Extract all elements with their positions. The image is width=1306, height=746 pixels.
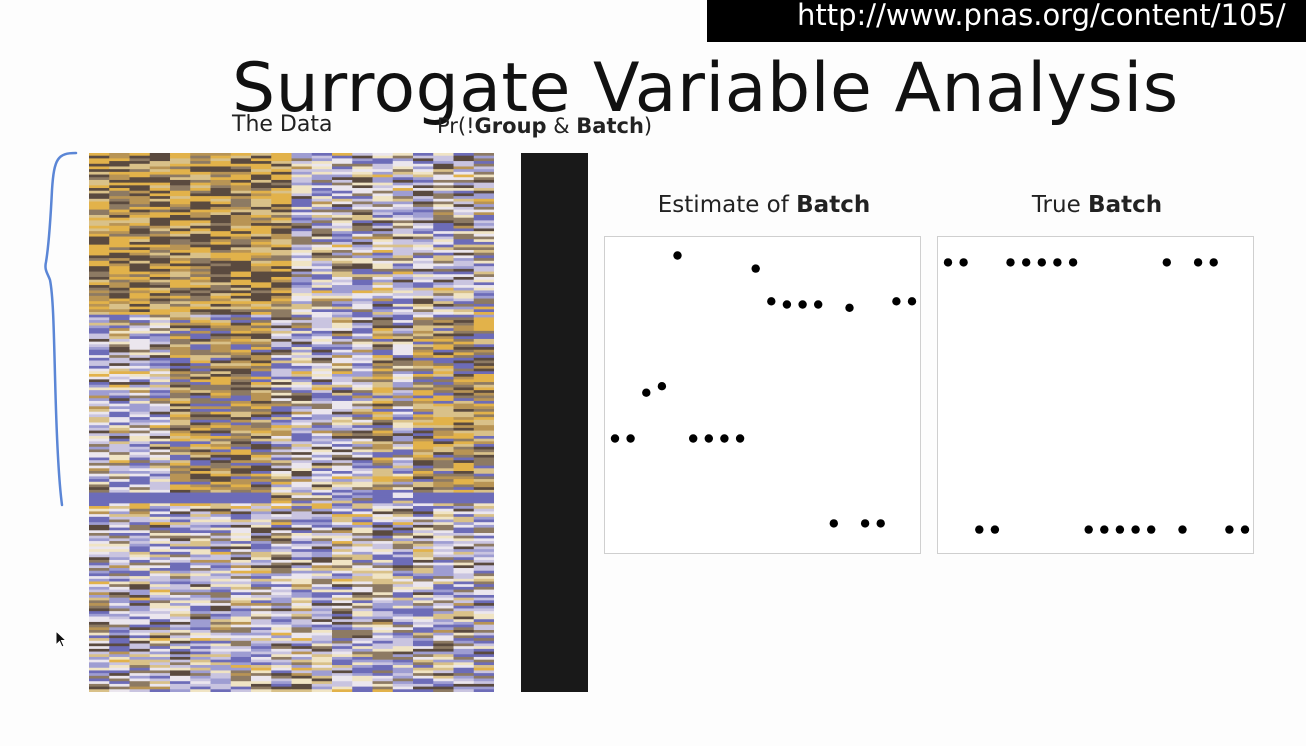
- estimate-title-bold: Batch: [796, 192, 871, 218]
- true-batch-point: [1131, 525, 1140, 534]
- true-batch-point: [1209, 258, 1218, 267]
- estimate-batch-point: [657, 382, 667, 391]
- true-batch-svg: [943, 258, 1250, 534]
- true-batch-point: [1240, 525, 1250, 534]
- mouse-pointer-icon: [55, 630, 68, 648]
- true-batch-point: [1084, 525, 1093, 534]
- pr-amp: &: [546, 114, 577, 138]
- true-batch-plot: [937, 236, 1254, 554]
- expression-heatmap: [89, 153, 494, 692]
- true-batch-point: [975, 525, 984, 534]
- pr-suffix: ): [643, 114, 653, 138]
- true-batch-point: [1068, 258, 1078, 267]
- true-batch-point: [1115, 525, 1125, 534]
- estimate-batch-point: [673, 251, 682, 260]
- estimate-batch-point: [829, 519, 838, 528]
- estimate-batch-plot: [604, 236, 921, 554]
- estimate-batch-point: [782, 300, 792, 309]
- estimate-batch-point: [720, 434, 729, 443]
- true-batch-point: [1006, 258, 1015, 267]
- estimate-batch-point: [610, 434, 620, 443]
- true-batch-point: [1100, 525, 1109, 534]
- true-title-prefix: True: [1031, 192, 1089, 218]
- estimate-batch-point: [735, 434, 745, 443]
- estimate-batch-point: [751, 264, 760, 273]
- true-title-bold: Batch: [1088, 192, 1163, 218]
- true-batch-point: [1053, 258, 1062, 267]
- estimate-panel-title: Estimate of Batch: [604, 192, 924, 218]
- slide-title: Surrogate Variable Analysis: [232, 49, 1179, 128]
- true-batch-point: [1022, 258, 1031, 267]
- heatmap-cells: [89, 153, 494, 692]
- estimate-batch-point: [907, 297, 917, 306]
- true-panel-title: True Batch: [937, 192, 1257, 218]
- probability-label: Pr(!Group & Batch): [437, 114, 652, 138]
- estimate-batch-point: [798, 300, 807, 309]
- estimate-batch-point: [767, 297, 776, 306]
- true-batch-point: [959, 258, 968, 267]
- estimate-batch-point: [876, 519, 885, 528]
- data-label: The Data: [232, 112, 333, 137]
- source-url-banner: http://www.pnas.org/content/105/: [707, 0, 1306, 42]
- estimate-batch-point: [642, 388, 651, 397]
- true-batch-point: [990, 525, 1000, 534]
- estimate-batch-point: [892, 297, 901, 306]
- pr-group: Group: [474, 114, 547, 138]
- estimate-batch-point: [626, 434, 635, 443]
- estimate-title-prefix: Estimate of: [657, 192, 797, 218]
- estimate-batch-point: [860, 519, 870, 528]
- true-batch-point: [1225, 525, 1234, 534]
- pr-prefix: Pr(!: [437, 114, 475, 138]
- curly-brace-icon: [44, 151, 78, 507]
- estimate-batch-svg: [610, 251, 917, 528]
- estimate-batch-point: [704, 434, 713, 443]
- estimate-batch-point: [814, 300, 823, 309]
- pr-batch: Batch: [576, 114, 644, 138]
- probability-bar: [521, 153, 588, 692]
- true-batch-point: [943, 258, 953, 267]
- estimate-batch-point: [845, 303, 854, 312]
- true-batch-point: [1178, 525, 1187, 534]
- true-batch-point: [1037, 258, 1046, 267]
- true-batch-point: [1193, 258, 1203, 267]
- true-batch-point: [1147, 525, 1156, 534]
- estimate-batch-point: [689, 434, 698, 443]
- true-batch-point: [1162, 258, 1171, 267]
